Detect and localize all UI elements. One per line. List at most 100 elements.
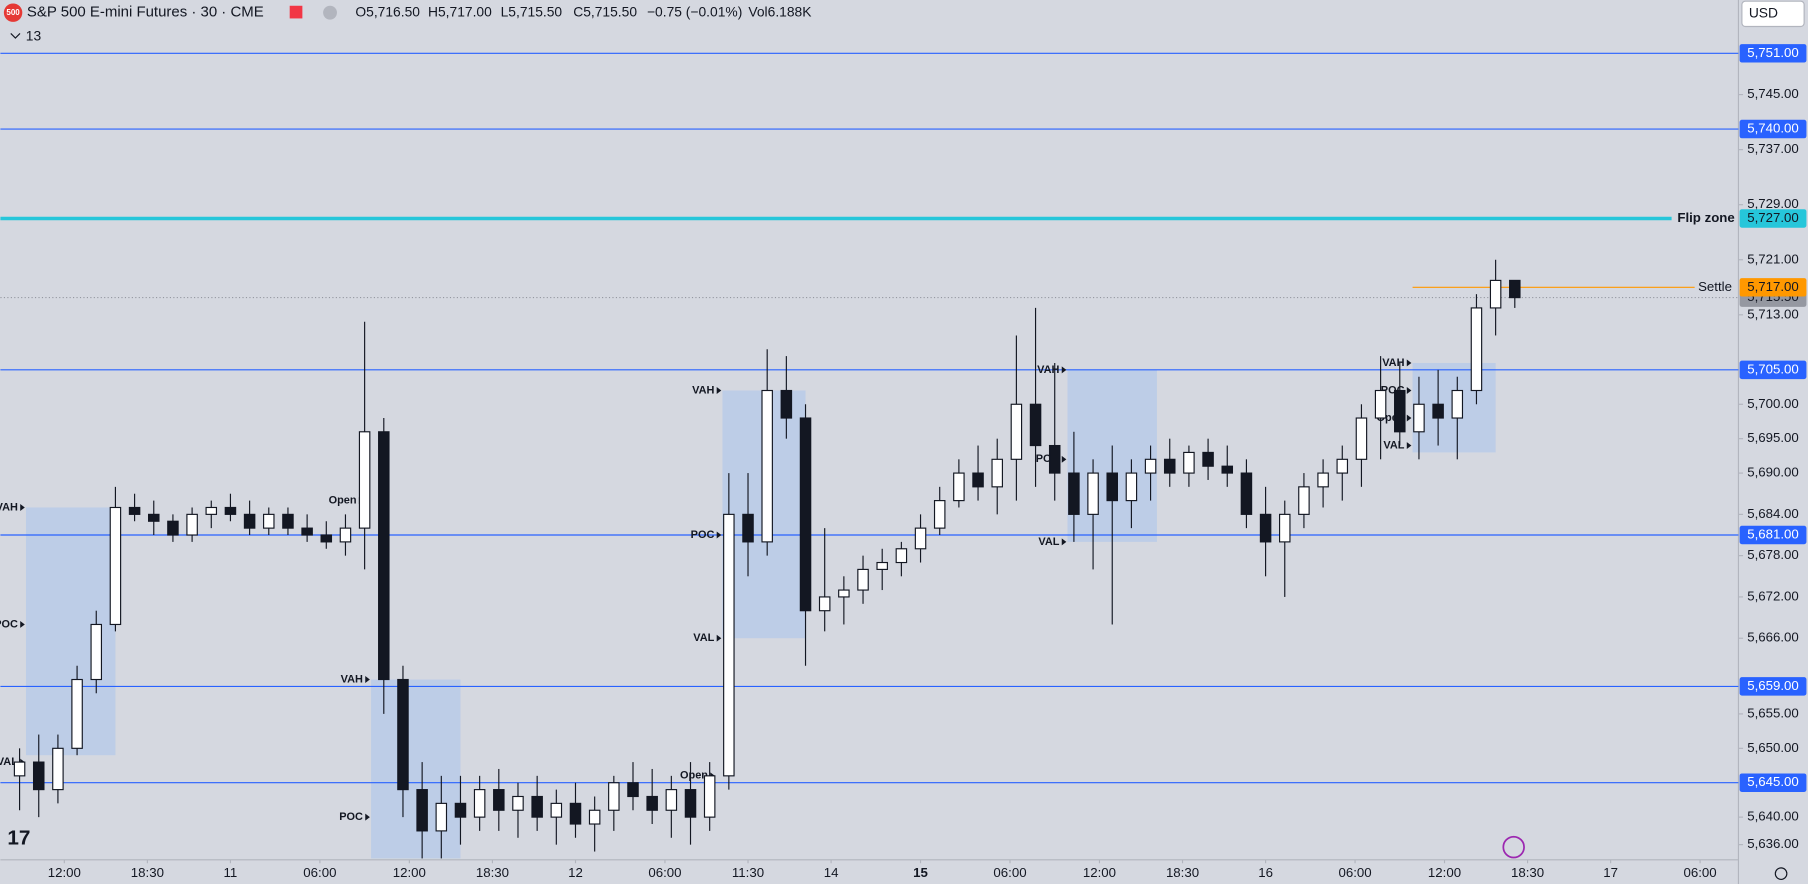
candle-body	[876, 561, 888, 570]
candle-body	[493, 789, 505, 811]
volume: Vol6.188K	[748, 3, 812, 19]
logo-text: 500	[6, 8, 20, 17]
candle-body	[90, 623, 103, 681]
candle-body	[1259, 513, 1272, 543]
x-tick-label: 17	[1603, 865, 1618, 880]
candle-body	[665, 789, 678, 811]
x-tick-label: 06:00	[1338, 865, 1371, 880]
candle-body	[224, 506, 237, 515]
level-badge-label: 5,659.00	[1747, 678, 1799, 693]
annotation: VAH	[1037, 364, 1059, 376]
level-badge	[1739, 44, 1807, 63]
annotation-arrow	[1406, 359, 1412, 367]
settings-icon[interactable]	[1774, 867, 1788, 880]
candle-body	[818, 596, 831, 612]
level-badge	[1739, 525, 1807, 545]
annotation: Open	[329, 494, 357, 506]
settle-badge-label: 5,717.00	[1747, 279, 1799, 294]
candle-body	[1048, 444, 1061, 474]
candle-body	[13, 761, 26, 777]
currency-button[interactable]	[1741, 0, 1805, 28]
x-tick-label: 06:00	[993, 865, 1026, 880]
flip-zone-badge	[1739, 209, 1807, 228]
x-tick-label: 16	[1258, 865, 1273, 880]
collapse-icon[interactable]	[10, 33, 21, 39]
candle-body	[1355, 417, 1368, 460]
level-badge	[1739, 360, 1807, 380]
y-tick-label: 5,721.00	[1747, 251, 1799, 266]
y-tick-label: 5,650.00	[1747, 740, 1799, 755]
y-tick-label: 5,737.00	[1747, 141, 1799, 156]
candle-body	[991, 458, 1003, 488]
x-tick-label: 15	[913, 865, 928, 880]
y-tick-label: 5,672.00	[1747, 588, 1799, 603]
status-icon	[323, 5, 337, 20]
level-badge-label: 5,681.00	[1747, 527, 1799, 542]
x-tick-label: 18:30	[1166, 865, 1199, 880]
annotation-arrow	[716, 531, 722, 539]
candle-body	[799, 417, 812, 612]
y-tick-label: 5,745.00	[1747, 86, 1799, 101]
candle-body	[1317, 472, 1329, 488]
level-badge-label: 5,751.00	[1747, 45, 1799, 60]
value-area	[371, 679, 461, 859]
candle-body	[416, 789, 428, 832]
x-tick-label: 18:30	[131, 865, 164, 880]
flip-zone-badge-label: 5,727.00	[1747, 210, 1799, 225]
level-badge	[1739, 119, 1807, 139]
x-tick-label: 11	[224, 865, 238, 880]
candle-body	[435, 802, 448, 832]
currency-label[interactable]: USD	[1749, 4, 1778, 20]
annotation-arrow	[1061, 366, 1067, 374]
annotation-arrow	[1406, 387, 1412, 394]
candle-body	[531, 795, 543, 818]
candle-body	[1125, 472, 1138, 502]
ohlc-close: C5,715.50	[573, 3, 637, 19]
candle-body	[339, 527, 352, 543]
candle-body	[1144, 458, 1157, 474]
candle-body	[780, 389, 793, 419]
x-tick-label: 18:30	[476, 865, 509, 880]
annotation: VAH	[1382, 357, 1404, 369]
candle-body	[1374, 389, 1387, 419]
x-tick-label: 06:00	[303, 865, 336, 880]
symbol-title[interactable]: S&P 500 E-mini Futures · 30 · CME	[27, 4, 264, 21]
candle-body	[128, 506, 141, 515]
indicator-count[interactable]: 13	[26, 28, 42, 44]
annotation-arrow	[1061, 455, 1067, 463]
candle-body	[109, 506, 122, 626]
candle-body	[282, 513, 294, 529]
x-tick-label: 12:00	[1428, 865, 1461, 880]
candle-body	[550, 802, 563, 818]
y-tick-label: 5,700.00	[1747, 396, 1799, 411]
ohlc-low: L5,715.50	[501, 3, 563, 19]
candle-body	[1336, 458, 1349, 474]
candle-body	[742, 513, 754, 543]
candle-body	[1489, 279, 1502, 309]
x-tick-label: 06:00	[648, 865, 681, 880]
annotation-arrow	[20, 504, 25, 511]
annotation-arrow	[365, 813, 370, 821]
candle-body	[301, 527, 313, 536]
candle-body	[1202, 451, 1214, 467]
y-tick-label: 5,640.00	[1747, 809, 1799, 824]
candle-body	[761, 389, 773, 543]
annotation: VAL	[0, 756, 18, 768]
x-tick-label: 12:00	[48, 865, 81, 880]
annotation: VAH	[0, 501, 18, 513]
y-tick-label: 5,713.00	[1747, 306, 1799, 321]
level-badge	[1739, 677, 1807, 696]
flash-icon[interactable]	[1502, 835, 1525, 859]
candle-body	[186, 513, 198, 536]
y-tick-label: 5,636.00	[1747, 836, 1799, 851]
y-tick-label: 5,666.00	[1747, 630, 1799, 645]
flag-icon[interactable]	[289, 5, 303, 19]
annotation: VAL	[693, 632, 714, 644]
x-tick-label: 12	[568, 865, 583, 880]
candle-body	[378, 431, 390, 681]
annotation: VAL	[1383, 439, 1404, 451]
candle-body	[1163, 458, 1176, 474]
annotation: VAH	[341, 673, 363, 685]
annotation-arrow	[716, 387, 722, 394]
